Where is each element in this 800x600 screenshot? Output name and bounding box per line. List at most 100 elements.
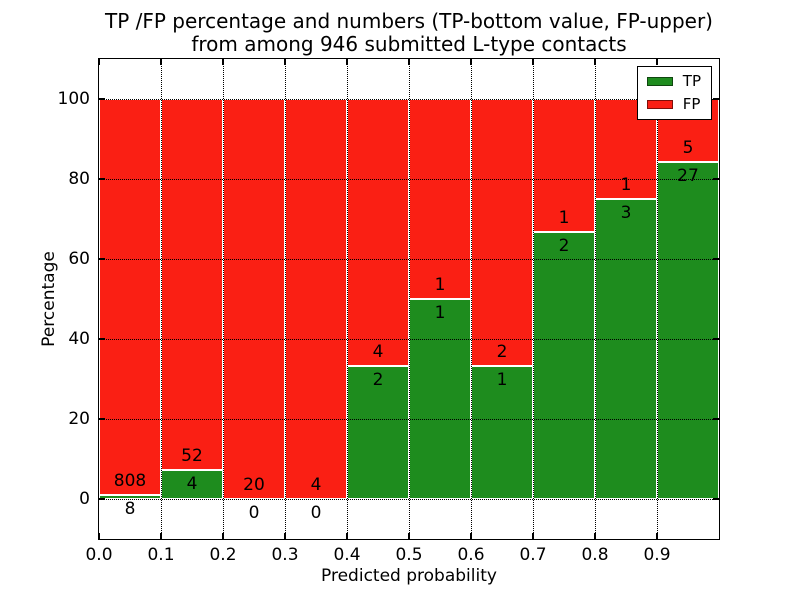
bar-segment-fp (409, 99, 471, 299)
gridline-vertical (471, 59, 472, 539)
bar-segment-tp (99, 495, 161, 499)
gridline-vertical (161, 59, 162, 539)
bar-segment-tp (595, 199, 657, 499)
x-tick-mark (656, 533, 658, 539)
gridline-vertical (409, 59, 410, 539)
x-tick-label: 0.4 (333, 545, 361, 565)
plot-area: TP FP 8 808 4 52 0 20 0 4 2 4 1 1 1 2 2 1 3 1 27 5 0 20 40 60 80 1… (58, 58, 720, 565)
x-tick-mark (284, 59, 286, 65)
chart-title: TP /FP percentage and numbers (TP-bottom… (99, 10, 719, 56)
gridline-vertical (223, 59, 224, 539)
x-tick-label: 0.7 (519, 545, 547, 565)
plot-inner: TP FP 8 808 4 52 0 20 0 4 2 4 1 1 1 2 2 1 3 1 27 5 0 20 40 60 80 1… (58, 59, 719, 565)
y-tick-label: 40 (68, 329, 90, 349)
tp-count-label: 0 (248, 503, 260, 523)
x-tick-mark (594, 59, 596, 65)
bar-segment-tp (657, 161, 719, 499)
fp-count-label: 5 (682, 137, 694, 158)
y-tick-mark (713, 98, 719, 100)
tp-count-label: 8 (124, 499, 136, 520)
tp-count-label: 27 (677, 165, 699, 186)
x-tick-label: 0.0 (85, 545, 113, 565)
legend-item-fp: FP (646, 95, 701, 113)
y-tick-mark (99, 178, 105, 180)
x-tick-label: 0.5 (395, 545, 423, 565)
tp-count-label: 1 (496, 369, 508, 390)
tp-count-label: 2 (558, 236, 570, 257)
y-tick-label: 100 (57, 89, 90, 109)
y-tick-mark (99, 418, 105, 420)
bar-segment-tp (409, 299, 471, 499)
tp-count-label: 0 (310, 503, 322, 523)
chart-title-line-1: TP /FP percentage and numbers (TP-bottom… (105, 9, 713, 33)
x-tick-mark (284, 533, 286, 539)
tp-count-label: 1 (434, 303, 446, 323)
x-tick-mark (656, 59, 658, 65)
legend-swatch-tp (646, 77, 673, 86)
x-tick-mark (160, 533, 162, 539)
x-tick-mark (408, 533, 410, 539)
y-tick-mark (713, 338, 719, 340)
bar-segment-tp (533, 232, 595, 499)
fp-count-label: 808 (113, 471, 147, 492)
bar-segment-fp (99, 99, 161, 496)
y-tick-mark (99, 498, 105, 500)
y-tick-mark (99, 338, 105, 340)
x-tick-mark (532, 533, 534, 539)
chart-title-line-2: from among 946 submitted L-type contacts (191, 32, 627, 56)
gridline-vertical (533, 59, 534, 539)
y-tick-mark (99, 98, 105, 100)
gridline-vertical (285, 59, 286, 539)
x-tick-mark (532, 59, 534, 65)
fp-count-label: 4 (372, 341, 384, 362)
x-axis-label: Predicted probability (321, 566, 497, 586)
y-tick-mark (713, 178, 719, 180)
x-tick-mark (98, 533, 100, 539)
fp-count-label: 1 (558, 208, 570, 229)
fp-count-label: 1 (434, 275, 446, 295)
x-tick-mark (408, 59, 410, 65)
bar-segment-fp (161, 99, 223, 471)
x-tick-mark (346, 533, 348, 539)
x-tick-label: 0.8 (581, 545, 609, 565)
tp-count-label: 3 (620, 203, 632, 223)
fp-count-label: 4 (310, 475, 322, 495)
y-tick-mark (713, 258, 719, 260)
x-tick-mark (222, 533, 224, 539)
gridline-vertical (347, 59, 348, 539)
x-tick-label: 0.1 (147, 545, 175, 565)
y-tick-mark (713, 498, 719, 500)
bar-segment-tp (471, 365, 533, 499)
x-tick-mark (594, 533, 596, 539)
x-tick-label: 0.9 (643, 545, 671, 565)
bar-segment-fp (223, 99, 285, 499)
gridline-vertical (595, 59, 596, 539)
y-tick-mark (99, 258, 105, 260)
x-tick-label: 0.2 (209, 545, 237, 565)
legend-label-tp: TP (682, 72, 701, 90)
fp-count-label: 20 (243, 475, 265, 495)
gridline-vertical (657, 59, 658, 539)
bar-segment-fp (285, 99, 347, 499)
bar-segment-fp (533, 99, 595, 233)
x-tick-mark (222, 59, 224, 65)
x-tick-mark (470, 533, 472, 539)
fp-count-label: 2 (496, 341, 508, 362)
x-tick-label: 0.6 (457, 545, 485, 565)
x-tick-mark (98, 59, 100, 65)
tp-count-label: 4 (186, 474, 198, 495)
x-tick-label: 0.3 (271, 545, 299, 565)
y-tick-label: 0 (79, 489, 90, 509)
fp-count-label: 1 (620, 175, 632, 195)
legend-label-fp: FP (682, 95, 701, 113)
x-tick-mark (470, 59, 472, 65)
x-tick-mark (346, 59, 348, 65)
x-tick-mark (160, 59, 162, 65)
y-tick-label: 80 (68, 169, 90, 189)
y-tick-label: 20 (68, 409, 90, 429)
bar-segment-fp (471, 99, 533, 366)
bar-segment-fp (347, 99, 409, 366)
y-tick-mark (713, 418, 719, 420)
legend: TP FP (636, 66, 712, 120)
